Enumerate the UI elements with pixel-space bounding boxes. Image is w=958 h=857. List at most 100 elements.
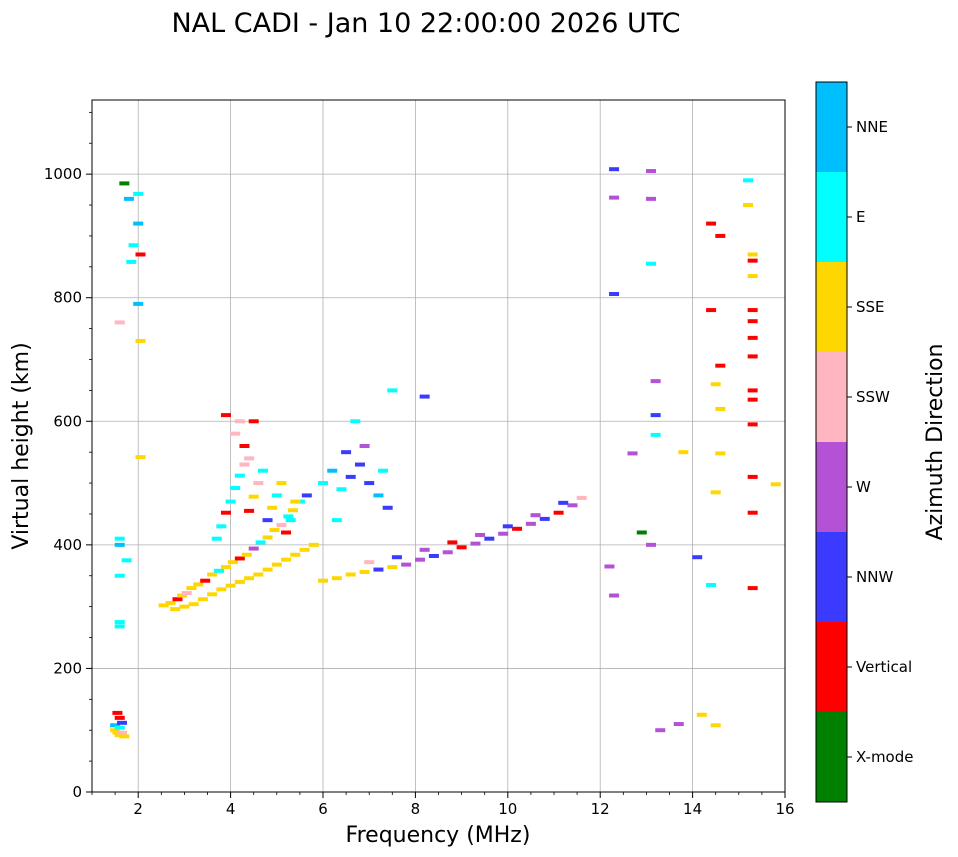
- echo-point: [604, 564, 615, 569]
- echo-point: [290, 499, 301, 504]
- echo-point: [428, 553, 439, 558]
- echo-point: [123, 196, 134, 201]
- colorbar-title: Azimuth Direction: [923, 343, 948, 540]
- echo-point: [710, 723, 721, 728]
- echo-point: [181, 591, 192, 596]
- echo-point: [193, 582, 204, 587]
- echo-point: [442, 550, 453, 555]
- echo-point: [253, 481, 264, 486]
- echo-point: [391, 555, 402, 560]
- y-tick-label: 1000: [44, 165, 82, 183]
- echo-point: [609, 292, 620, 297]
- echo-point: [271, 562, 282, 567]
- echo-point: [207, 592, 218, 597]
- echo-point: [650, 432, 661, 437]
- echo-point: [747, 274, 758, 279]
- echo-point: [678, 450, 689, 455]
- echo-point: [419, 394, 430, 399]
- echo-point: [121, 558, 132, 563]
- echo-point: [271, 493, 282, 498]
- echo-point: [715, 406, 726, 411]
- colorbar-label: NNE: [856, 118, 888, 136]
- y-tick-label: 600: [53, 412, 82, 430]
- echo-point: [188, 602, 199, 607]
- x-tick-label: 6: [318, 800, 328, 818]
- echo-point: [283, 514, 294, 519]
- colorbar-label: W: [856, 478, 871, 496]
- echo-point: [378, 468, 389, 473]
- echo-point: [359, 570, 370, 575]
- echo-point: [646, 542, 657, 547]
- colorbar-segment: [816, 172, 847, 262]
- colorbar: X-mode Vertical NNW W SSW SSE E NNE: [815, 81, 913, 803]
- echo-point: [567, 503, 578, 508]
- colorbar-label: Vertical: [856, 658, 912, 676]
- echo-point: [715, 363, 726, 368]
- x-tick-label: 4: [226, 800, 236, 818]
- echo-point: [234, 473, 245, 478]
- echo-point: [498, 531, 509, 536]
- colorbar-segment: [816, 532, 847, 622]
- echo-point: [747, 422, 758, 427]
- colorbar-label: SSE: [856, 298, 885, 316]
- echo-point: [227, 560, 238, 565]
- x-tick-label: 10: [498, 800, 517, 818]
- echo-point: [747, 258, 758, 263]
- echo-point: [287, 508, 298, 513]
- echo-point: [285, 518, 296, 523]
- colorbar-segment: [816, 352, 847, 442]
- y-tick-label: 800: [53, 289, 82, 307]
- echo-point: [710, 490, 721, 495]
- echo-point: [262, 567, 273, 572]
- y-tick-label: 0: [72, 783, 82, 801]
- plot-frame: [91, 99, 786, 793]
- echo-point: [747, 252, 758, 257]
- x-tick-label: 14: [683, 800, 702, 818]
- echo-point: [117, 730, 128, 735]
- x-axis-ticks: 2 4 6 8 10 12 14 16: [91, 792, 795, 818]
- echo-point: [172, 597, 183, 602]
- echo-point: [308, 542, 319, 547]
- echo-point: [165, 600, 176, 605]
- echo-point: [747, 354, 758, 359]
- colorbar-frame: [815, 81, 848, 803]
- echo-point: [133, 191, 144, 196]
- echo-point: [248, 494, 259, 499]
- echo-point: [216, 524, 227, 529]
- echo-point: [257, 468, 268, 473]
- colorbar-segment: [816, 442, 847, 532]
- echo-point: [230, 431, 241, 436]
- echo-point: [359, 444, 370, 448]
- echo-point: [299, 547, 310, 552]
- echo-point: [475, 532, 486, 537]
- echo-point: [646, 169, 657, 174]
- echo-point: [244, 508, 255, 513]
- echo-point: [364, 481, 375, 486]
- echo-point: [692, 555, 703, 560]
- echo-point: [239, 462, 250, 467]
- echo-point: [214, 568, 225, 573]
- echo-point: [331, 518, 342, 523]
- echo-point: [234, 579, 245, 584]
- data-points: [110, 167, 781, 739]
- echo-point: [350, 419, 361, 424]
- echo-point: [179, 604, 190, 609]
- echo-point: [747, 388, 758, 393]
- echo-point: [230, 486, 241, 491]
- echo-point: [646, 261, 657, 266]
- echo-point: [197, 597, 208, 602]
- echo-point: [747, 474, 758, 479]
- echo-point: [609, 593, 620, 598]
- echo-point: [114, 320, 125, 325]
- echo-point: [244, 456, 255, 461]
- colorbar-segment: [816, 712, 847, 802]
- echo-point: [512, 526, 523, 531]
- echo-point: [276, 523, 287, 528]
- echo-point: [576, 495, 587, 500]
- echo-point: [553, 510, 564, 515]
- echo-point: [119, 181, 130, 186]
- echo-point: [382, 505, 393, 510]
- echo-point: [345, 474, 356, 479]
- echo-point: [133, 301, 144, 306]
